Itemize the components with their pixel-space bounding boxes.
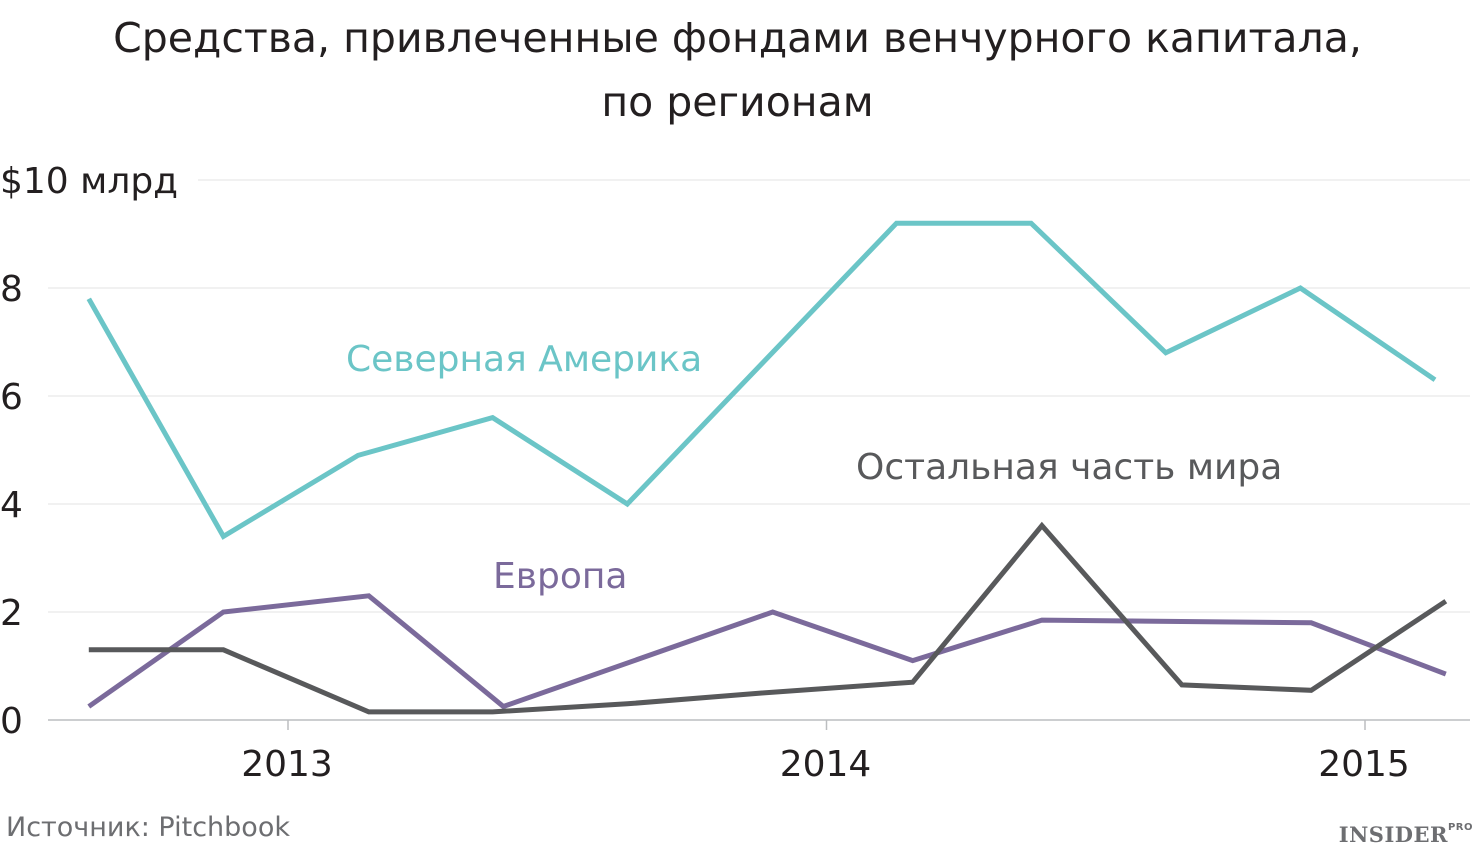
insider-pro-logo: INSIDERPRO <box>1339 822 1473 847</box>
source-note: Источник: Pitchbook <box>6 812 290 843</box>
chart-title-line-1: Средства, привлеченные фондами венчурног… <box>113 14 1362 62</box>
chart-title-line-2: по регионам <box>601 78 874 126</box>
series-label-1: Европа <box>493 556 627 597</box>
y-tick-label-6: 6 <box>0 377 23 418</box>
y-tick-label-4: 4 <box>0 485 23 526</box>
y-tick-label-8: 8 <box>0 269 23 310</box>
series-label-0: Северная Америка <box>346 339 702 380</box>
y-tick-label-2: 2 <box>0 593 23 634</box>
grid-lines <box>48 179 1470 613</box>
logo-text: INSIDER <box>1338 822 1448 847</box>
series-line-2 <box>88 521 1448 715</box>
chart-title: Средства, привлеченные фондами венчурног… <box>0 6 1475 134</box>
x-tick-label-2015: 2015 <box>1318 744 1410 785</box>
series-label-2: Остальная часть мира <box>856 447 1282 488</box>
logo-suffix: PRO <box>1447 822 1473 833</box>
series-lines <box>86 220 1448 715</box>
series-line-0 <box>86 220 1437 540</box>
x-tick-label-2014: 2014 <box>780 744 872 785</box>
axes: 0 2 4 6 8 $10 млрд 2013 2014 2015 <box>0 161 1470 785</box>
y-tick-label-0: 0 <box>0 701 23 742</box>
y-tick-label-10: $10 млрд <box>0 161 178 202</box>
series-labels: Северная Америка Европа Остальная часть ми… <box>346 339 1282 597</box>
x-tick-label-2013: 2013 <box>241 744 333 785</box>
